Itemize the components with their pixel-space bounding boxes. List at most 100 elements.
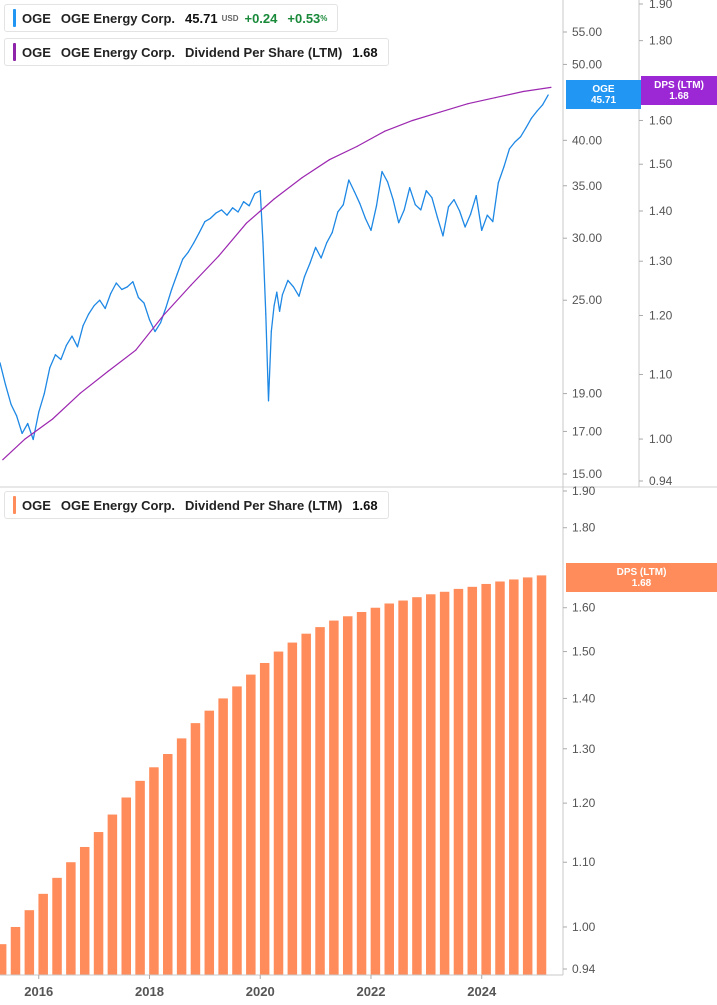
dps-bar [273,651,284,975]
price-tick-label: 19.00 [572,387,602,401]
price-point [508,148,510,150]
dps-bar [121,797,131,975]
dps-point [301,177,303,179]
dps-legend-top[interactable]: OGE OGE Energy Corp. Dividend Per Share … [4,38,389,66]
dps-point [467,103,469,105]
dps-bottom-tick-label: 1.30 [572,742,596,756]
legend-price: 45.71 [185,10,218,26]
price-point [303,275,306,278]
price-point [492,221,494,223]
dps-bar [38,893,48,975]
price-point [497,182,499,184]
x-tick-label: 2020 [246,984,275,999]
dps-point [245,222,247,224]
dps-bar [315,627,325,975]
price-point [262,242,264,244]
price-point [337,211,339,213]
dps-bar [66,862,76,975]
dps-tag-label: DPS (LTM) [654,79,704,91]
dps-bar [509,579,519,975]
dps-top-tick-label: 1.40 [649,204,673,218]
price-point [425,190,427,192]
price-point [353,191,355,193]
price-point [65,344,68,346]
price-point [447,206,450,208]
price-point [21,432,23,435]
price-point [237,211,239,213]
dps-bar [301,633,311,975]
dps-bar [370,607,381,975]
legend-company: OGE Energy Corp. [60,44,176,60]
price-point [265,313,267,315]
dps-bar [232,686,242,975]
price-tick-label: 15.00 [572,467,602,481]
dps-bar [384,603,394,975]
price-point [287,279,289,282]
price-point [431,197,433,199]
legend-metric: Dividend Per Share (LTM) [185,44,343,60]
dps-legend-bottom[interactable]: OGE OGE Energy Corp. Dividend Per Share … [4,491,389,519]
price-point [171,288,173,291]
price-point [392,199,394,201]
price-point [121,288,123,291]
price-point [414,204,416,206]
dps-point [52,418,54,420]
price-point [547,94,549,96]
price-point [436,216,439,218]
price-point [215,212,217,214]
price-point [458,210,461,212]
price-point [198,231,200,234]
price-point [342,204,344,206]
dps-bottom-tick-label: 1.20 [572,796,596,810]
price-point [82,325,84,327]
price-point [386,181,389,183]
dps-bar [163,754,173,975]
price-point [331,231,333,234]
price-point [16,415,18,417]
price-point [71,335,73,337]
dps-bottom-tick-label: 1.40 [572,691,596,705]
dps-point [273,198,275,200]
dps-bar [522,577,533,975]
price-tag-label: OGE [592,83,615,95]
dps-point [494,96,497,99]
dps-bar [107,814,118,975]
dps-top-tick-label: 1.80 [649,34,673,48]
dps-point [356,145,358,147]
legend-value: 1.68 [352,497,378,513]
price-legend[interactable]: OGE OGE Energy Corp. 45.71 USD +0.24 +0.… [4,4,339,32]
dps-legend-bottom-swatch [13,496,16,514]
dps-bar [259,662,270,975]
dps-point [2,459,4,461]
dps-point [190,284,192,286]
price-point [137,296,140,299]
price-legend-swatch [13,9,16,27]
price-point [514,141,516,143]
dps-bar [24,910,35,975]
price-point [348,179,350,181]
dps-tag-value: 1.68 [669,90,689,102]
dps-bottom-tick-label: 0.94 [572,962,596,976]
price-point [381,170,383,173]
price-point [420,209,422,211]
price-point [99,299,101,301]
price-point [259,190,261,192]
x-tick-label: 2018 [135,984,164,999]
price-point [409,187,411,189]
price-point [359,203,361,205]
price-point [270,330,272,333]
price-point [530,117,533,119]
price-point [209,217,212,219]
price-point [243,201,245,203]
price-point [110,292,112,295]
dps-bar [149,767,159,975]
dps-bottom-tick-label: 1.90 [572,484,596,498]
price-point [486,214,488,216]
dps-axis-tag-top: DPS (LTM) 1.68 [641,76,717,105]
dps-legend-top-swatch [13,43,16,61]
price-point [93,305,95,307]
dps-top-tick-label: 1.90 [649,0,673,11]
price-point [49,367,51,369]
dps-bar [439,591,450,975]
price-point [165,306,167,308]
